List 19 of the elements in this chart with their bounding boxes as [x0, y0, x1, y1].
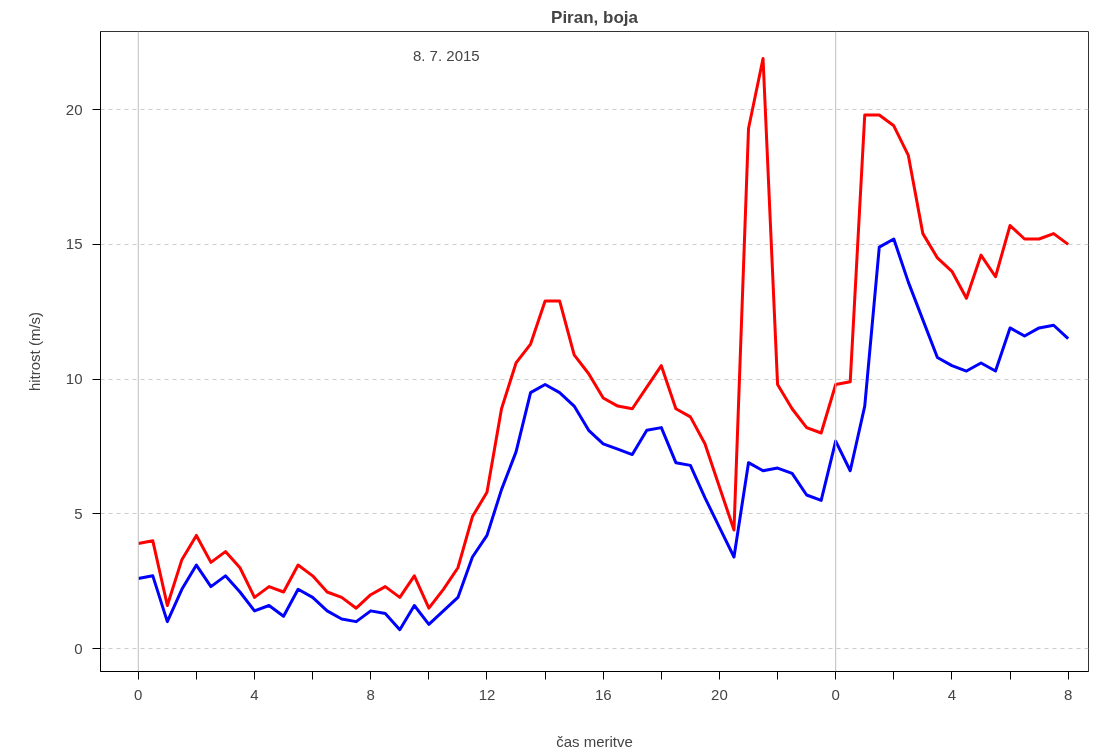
x-tick-label: 4: [947, 685, 957, 703]
y-tick-label: 20: [65, 100, 83, 118]
annotation: 8. 7. 2015: [412, 46, 480, 64]
chart-title: Piran, boja: [551, 7, 639, 27]
x-tick-label: 20: [711, 685, 728, 703]
y-tick-label: 15: [65, 235, 83, 253]
x-tick-label: 0: [831, 685, 840, 703]
y-tick-label: 10: [65, 370, 83, 388]
line-series: [136, 237, 1070, 632]
x-tick-label: 0: [134, 685, 143, 703]
x-axis-title: čas meritve: [556, 732, 633, 750]
x-tick-label: 8: [366, 685, 375, 703]
y-tick-label: 0: [74, 639, 83, 657]
x-tick-label: 4: [250, 685, 259, 703]
y-tick-label: 5: [74, 504, 83, 522]
x-tick-label: 16: [594, 685, 612, 703]
x-tick-label: 8: [1063, 685, 1073, 703]
x-tick-label: 12: [478, 685, 496, 703]
y-axis-title: hitrost (m/s): [25, 311, 43, 392]
